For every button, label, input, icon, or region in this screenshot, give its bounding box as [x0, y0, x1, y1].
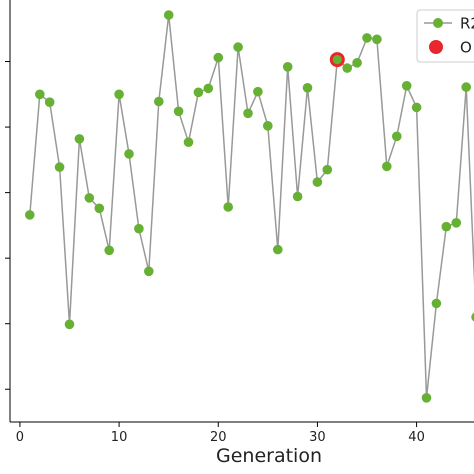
series-r2-point — [302, 83, 313, 93]
series-r2-point — [401, 81, 412, 91]
series-r2-point — [163, 10, 174, 20]
series-r2-point — [25, 210, 35, 220]
series-r2-point — [223, 202, 233, 212]
series-r2-point — [213, 52, 224, 63]
series-r2-point — [263, 121, 273, 131]
series-r2-point — [382, 161, 392, 172]
series-r2-point — [282, 62, 293, 72]
series-r2-point — [411, 102, 422, 113]
series-r2-point — [451, 218, 462, 228]
series-r2-point — [352, 58, 362, 68]
series-r2-point — [74, 134, 85, 144]
legend-r2-marker — [433, 18, 443, 28]
x-tick-label: 30 — [309, 430, 326, 445]
x-tick-label: 40 — [408, 430, 425, 445]
x-tick-label: 10 — [111, 430, 128, 445]
series-r2-point — [253, 86, 263, 97]
series-r2-point — [362, 33, 372, 43]
series-r2-point — [134, 223, 144, 234]
series-r2-point — [193, 87, 204, 98]
legend-o-marker — [429, 40, 443, 54]
series-r2-point — [461, 82, 472, 92]
series-r2-point — [35, 89, 45, 100]
series-r2-point — [342, 63, 353, 73]
series-r2-point — [114, 89, 124, 100]
legend: R2 O — [416, 9, 474, 63]
series-r2-point — [94, 203, 105, 214]
series-r2-point — [273, 244, 283, 255]
series-r2-point — [173, 106, 184, 117]
series-r2-point — [154, 96, 164, 107]
series-r2-point-overlay — [332, 55, 342, 65]
series-r2-point — [183, 137, 194, 147]
series-r2-point — [233, 42, 243, 52]
series-r2-point — [372, 34, 382, 45]
axes: 0 10 20 30 40 — [5, 0, 474, 445]
series-r2-point — [441, 221, 452, 232]
series-r2-point — [392, 131, 402, 142]
x-axis-label: Generation — [216, 445, 322, 467]
plot-area — [25, 10, 474, 403]
series-r2-point — [44, 97, 55, 107]
series-r2-point — [203, 83, 214, 94]
series-r2-point — [104, 245, 114, 256]
legend-r2-label: R2 — [460, 15, 474, 33]
series-r2-point — [322, 164, 333, 175]
series-r2-point — [292, 191, 303, 202]
series-r2-point — [124, 149, 134, 159]
series-r2-point — [144, 266, 154, 277]
series-r2-point — [64, 319, 75, 330]
series-r2-point — [54, 162, 65, 172]
series-r2-point — [471, 312, 474, 322]
series-r2-point — [421, 393, 432, 403]
series-r2-point — [84, 193, 95, 203]
x-tick-label: 0 — [16, 430, 24, 445]
x-tick-label: 20 — [210, 430, 227, 445]
legend-o-label: O — [460, 39, 472, 57]
series-r2-point — [243, 108, 253, 119]
series-r2-point — [312, 177, 323, 187]
series-r2-point — [431, 298, 442, 309]
